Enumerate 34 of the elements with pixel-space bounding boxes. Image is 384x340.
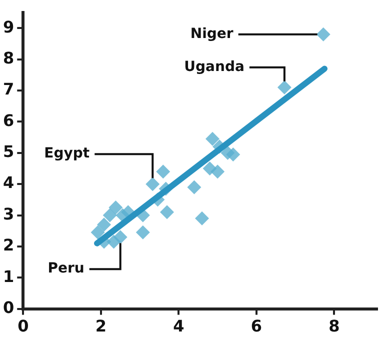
point [156,164,170,179]
annotation: Uganda [184,59,244,76]
y-tick-label: 1 [2,266,14,286]
point [160,205,174,220]
x-tick-label: 6 [250,316,262,336]
point [90,225,105,240]
point [187,180,202,194]
point [102,208,117,222]
point [97,218,112,232]
annotation: Egypt [44,146,90,162]
y-tick-label: 8 [2,48,14,68]
annotation: Peru [48,260,84,277]
point [195,211,210,226]
y-tick-label: 0 [2,298,14,317]
y-tick-label: 7 [2,80,14,99]
x-tick-label: 8 [328,316,340,336]
point [277,80,292,94]
x-tick-label: 4 [173,316,184,336]
y-tick-label: 3 [2,204,14,224]
point [136,225,150,240]
y-tick-label: 5 [2,142,14,162]
x-tick-label: 2 [95,316,106,336]
y-tick-label: 4 [2,173,14,192]
point [210,164,225,179]
point [206,132,220,146]
y-tick-label: 6 [2,110,14,130]
y-tick-label: 9 [2,17,14,36]
y-tick-label: 2 [2,236,14,255]
point [108,200,123,214]
point [226,147,240,162]
annotation: Niger [190,26,234,42]
x-tick-label: 0 [18,316,29,336]
point [316,27,330,42]
point [146,177,160,192]
